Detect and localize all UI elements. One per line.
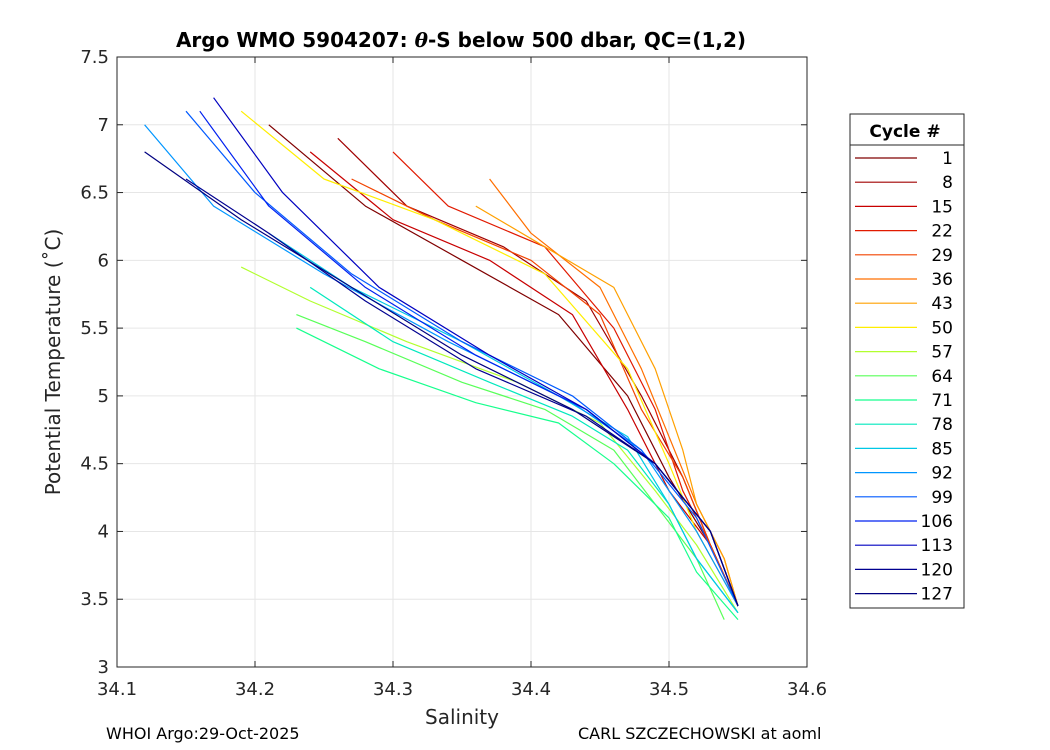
legend-label-cycle-64: 64 <box>931 367 953 387</box>
y-tick-label: 7 <box>98 115 109 136</box>
x-tick-label: 34.2 <box>235 679 275 700</box>
legend-label-cycle-15: 15 <box>931 197 953 217</box>
series-line-cycle-22 <box>392 151 739 607</box>
series-line-cycle-71 <box>296 327 739 620</box>
legend-label-cycle-8: 8 <box>942 173 953 193</box>
legend-label-cycle-85: 85 <box>931 439 953 459</box>
legend-label-cycle-120: 120 <box>921 560 953 580</box>
y-tick-label: 6.5 <box>80 183 109 204</box>
chart-title: Argo WMO 5904207: θ-S below 500 dbar, QC… <box>176 28 746 52</box>
legend-label-cycle-106: 106 <box>921 512 953 532</box>
legend-label-cycle-113: 113 <box>921 536 953 556</box>
x-tick-label: 34.4 <box>511 679 551 700</box>
y-tick-label: 6 <box>98 250 109 271</box>
legend-label-cycle-92: 92 <box>931 464 953 484</box>
y-tick-label: 4 <box>98 521 109 542</box>
y-tick-label: 4.5 <box>80 454 109 475</box>
legend-label-cycle-50: 50 <box>931 318 953 338</box>
grid-layer <box>117 57 807 667</box>
legend-label-cycle-57: 57 <box>931 343 953 363</box>
legend-label-cycle-36: 36 <box>931 270 953 290</box>
series-layer <box>144 97 739 620</box>
series-line-cycle-50 <box>240 110 739 607</box>
x-tick-label: 34.1 <box>97 679 137 700</box>
legend-label-cycle-22: 22 <box>931 222 953 242</box>
series-line-cycle-29 <box>351 178 739 607</box>
legend-label-cycle-71: 71 <box>931 391 953 411</box>
footer-author: CARL SZCZECHOWSKI at aoml <box>578 724 822 743</box>
y-tick-label: 5 <box>98 386 109 407</box>
plot-frame <box>116 56 808 668</box>
legend-label-cycle-127: 127 <box>921 585 953 605</box>
x-axis-label: Salinity <box>425 705 499 729</box>
legend-label-cycle-29: 29 <box>931 246 953 266</box>
legend: Cycle # 18152229364350576471788592991061… <box>849 113 965 609</box>
title-theta-symbol: θ <box>415 28 429 52</box>
legend-label-cycle-78: 78 <box>931 415 953 435</box>
y-tick-label: 5.5 <box>80 318 109 339</box>
legend-label-cycle-43: 43 <box>931 294 953 314</box>
legend-title: Cycle # <box>869 122 940 142</box>
title-suffix: -S below 500 dbar, QC=(1,2) <box>428 28 746 52</box>
series-line-cycle-64 <box>296 314 725 620</box>
y-axis-label: Potential Temperature (˚C) <box>41 229 65 496</box>
title-prefix: Argo WMO 5904207: <box>176 28 415 52</box>
series-line-cycle-99 <box>185 110 739 607</box>
y-tick-label: 3 <box>98 657 109 678</box>
x-tick-label: 34.3 <box>373 679 413 700</box>
legend-label-cycle-99: 99 <box>931 488 953 508</box>
y-tick-label: 3.5 <box>80 589 109 610</box>
x-tick-label: 34.6 <box>787 679 827 700</box>
series-line-cycle-15 <box>309 151 739 607</box>
legend-items: 1 8 15 22 29 36 43 50 57 64 71 78 85 92 99 106 113 120 127 <box>855 149 953 605</box>
legend-label-cycle-1: 1 <box>942 149 953 169</box>
series-line-cycle-127 <box>144 151 739 607</box>
y-tick-label: 7.5 <box>80 47 109 68</box>
series-line-cycle-43 <box>475 205 739 607</box>
legend-box <box>849 113 965 609</box>
ticks-layer: 34.1 34.2 34.3 34.4 34.5 34.6 3 3.5 4 4.5 5 5.5 6 6.5… <box>80 47 827 700</box>
x-tick-label: 34.5 <box>649 679 689 700</box>
footer-source-date: WHOI Argo:29-Oct-2025 <box>106 724 300 743</box>
